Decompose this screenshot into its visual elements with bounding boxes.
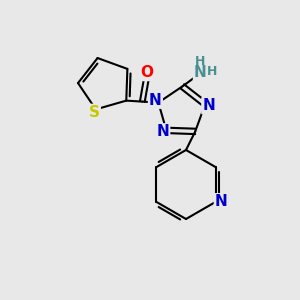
Text: N: N [156, 124, 169, 140]
Text: O: O [140, 65, 153, 80]
Text: N: N [194, 65, 207, 80]
Text: N: N [202, 98, 215, 113]
Text: H: H [195, 55, 205, 68]
Text: N: N [149, 93, 162, 108]
Text: H: H [207, 65, 217, 78]
Text: S: S [89, 105, 100, 120]
Text: N: N [215, 194, 228, 209]
